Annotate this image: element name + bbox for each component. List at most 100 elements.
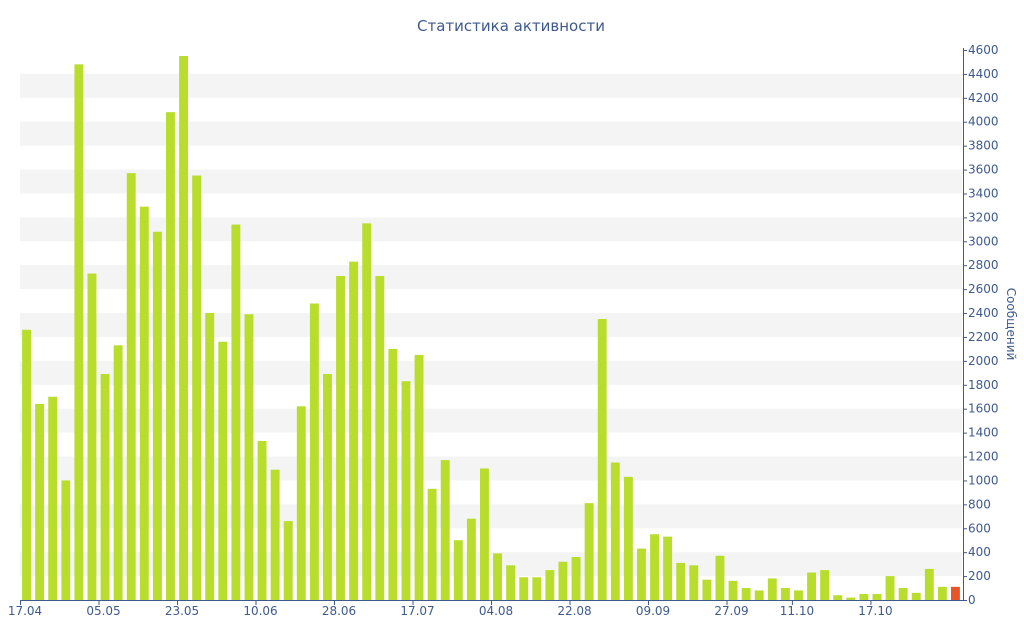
grid-bands bbox=[20, 73, 962, 577]
grid-band bbox=[20, 121, 962, 146]
grid-band bbox=[20, 552, 962, 577]
bar bbox=[414, 354, 424, 600]
grid-band bbox=[20, 504, 962, 529]
bar bbox=[728, 580, 738, 600]
axes: 0 200 400 600 800 1000 1200 1400 1600 1800 2000 220… bbox=[8, 43, 999, 618]
bar bbox=[872, 594, 882, 600]
bar bbox=[571, 556, 581, 600]
y-tick-label: 1000 bbox=[968, 473, 999, 487]
bar bbox=[388, 348, 398, 600]
bar bbox=[545, 570, 555, 600]
bar bbox=[885, 576, 895, 600]
bar bbox=[558, 561, 568, 600]
bar bbox=[924, 568, 934, 600]
grid-band bbox=[20, 408, 962, 433]
bar bbox=[74, 64, 84, 600]
bar bbox=[480, 468, 489, 600]
bar bbox=[597, 319, 607, 600]
y-tick-label: 1400 bbox=[968, 426, 999, 440]
bar bbox=[506, 565, 516, 600]
y-tick-label: 2800 bbox=[968, 258, 999, 272]
x-tick-label: 11.10 bbox=[780, 604, 814, 618]
bar bbox=[859, 594, 869, 600]
bar bbox=[218, 341, 228, 600]
y-tick-label: 3000 bbox=[968, 234, 999, 248]
grid-band bbox=[20, 169, 962, 194]
bar bbox=[35, 403, 45, 600]
bar bbox=[139, 206, 149, 600]
bar-current bbox=[951, 586, 960, 600]
x-tick-label: 22.08 bbox=[557, 604, 591, 618]
bar bbox=[113, 345, 123, 600]
bar bbox=[205, 313, 215, 600]
bar bbox=[349, 261, 359, 600]
bar bbox=[270, 469, 280, 600]
x-tick-label: 09.09 bbox=[636, 604, 670, 618]
bar bbox=[741, 588, 751, 600]
y-tick-label: 4600 bbox=[968, 43, 999, 57]
bar bbox=[911, 592, 921, 600]
y-tick-label: 4000 bbox=[968, 115, 999, 129]
bar bbox=[833, 595, 843, 600]
bar bbox=[61, 480, 71, 600]
bar bbox=[807, 572, 816, 600]
bar bbox=[519, 577, 529, 600]
bar bbox=[846, 597, 856, 600]
bar bbox=[100, 374, 110, 600]
bar bbox=[427, 488, 437, 600]
bar bbox=[296, 406, 306, 600]
bar bbox=[336, 275, 345, 600]
bar bbox=[493, 553, 502, 600]
bar bbox=[663, 536, 673, 600]
x-tick-label: 04.08 bbox=[479, 604, 513, 618]
y-tick-label: 4200 bbox=[968, 91, 999, 105]
x-tick-label: 23.05 bbox=[165, 604, 199, 618]
y-tick-label: 2000 bbox=[968, 354, 999, 368]
y-tick-label: 2400 bbox=[968, 306, 999, 320]
y-tick-label: 3600 bbox=[968, 163, 999, 177]
bar bbox=[179, 55, 188, 600]
y-tick-label: 0 bbox=[968, 593, 976, 607]
bar bbox=[754, 590, 764, 600]
grid-band bbox=[20, 265, 962, 290]
bar bbox=[466, 518, 476, 600]
bar bbox=[440, 460, 450, 600]
x-tick-label: 05.05 bbox=[86, 604, 120, 618]
bar bbox=[610, 462, 620, 600]
grid-band bbox=[20, 360, 962, 385]
y-tick-label: 400 bbox=[968, 545, 991, 559]
bar bbox=[401, 381, 411, 600]
bar bbox=[780, 588, 790, 600]
bar bbox=[584, 503, 594, 600]
x-tick-label: 27.09 bbox=[714, 604, 748, 618]
x-tick-label: 17.04 bbox=[8, 604, 42, 618]
grid-band bbox=[20, 217, 962, 242]
bar bbox=[166, 112, 175, 600]
y-tick-label: 600 bbox=[968, 521, 991, 535]
bar bbox=[231, 224, 241, 600]
bar bbox=[152, 231, 162, 600]
y-tick-label: 1800 bbox=[968, 378, 999, 392]
bar bbox=[126, 173, 136, 601]
x-tick-label: 28.06 bbox=[322, 604, 356, 618]
y-tick-label: 2200 bbox=[968, 330, 999, 344]
bar bbox=[715, 555, 725, 600]
bar bbox=[820, 570, 830, 600]
y-tick-label: 3400 bbox=[968, 186, 999, 200]
x-tick-label: 10.06 bbox=[243, 604, 277, 618]
bar bbox=[794, 590, 803, 600]
bar bbox=[623, 476, 633, 600]
y-tick-label: 200 bbox=[968, 569, 991, 583]
y-tick-label: 2600 bbox=[968, 282, 999, 296]
bar bbox=[87, 273, 97, 600]
bar bbox=[650, 534, 659, 600]
bar bbox=[323, 374, 332, 600]
y-tick-label: 4400 bbox=[968, 67, 999, 81]
bar bbox=[637, 548, 646, 600]
y-tick-label: 1600 bbox=[968, 402, 999, 416]
grid-band bbox=[20, 313, 962, 337]
bar bbox=[532, 577, 542, 600]
bar bbox=[702, 579, 712, 600]
